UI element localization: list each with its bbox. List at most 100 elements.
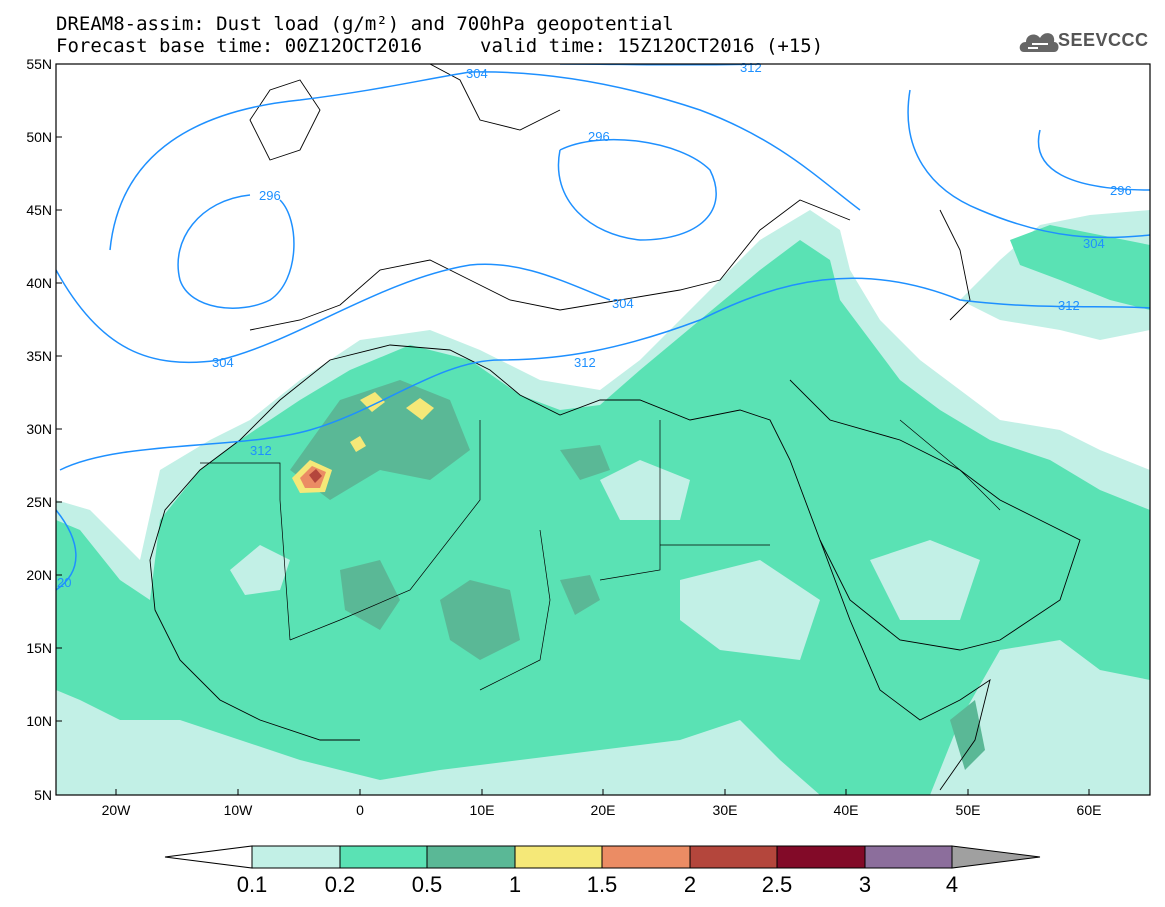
dust-area-0.5-f [950,700,985,770]
contour-312 [59,277,1150,471]
contour-label: 296 [588,129,610,144]
border-3 [479,529,551,691]
colorbar-swatch [251,845,341,869]
border-2 [289,420,481,641]
contour-label: 20 [57,575,71,590]
colorbar-labels: 0.1 0.2 0.5 1 1.5 2 2.5 3 4 [237,872,958,897]
dust-area-1-b [406,398,434,420]
dust-area-1-a [360,392,385,412]
border-6 [899,419,1001,511]
contour-304-e [907,89,1150,239]
colorbar-swatch [514,845,603,869]
colorbar-tick-label: 2 [684,872,696,897]
coastlines [149,64,1081,791]
lon-label: 0 [356,802,364,818]
lon-label: 10W [224,802,254,818]
valid-time-label: valid time: 15Z12OCT2016 (+15) [480,35,824,57]
lat-label: 45N [26,202,52,218]
colorbar-swatch [776,845,866,869]
lat-labels: 55N 50N 45N 40N 35N 30N 25N 20N 15N 10N … [26,56,52,803]
contour-label: 312 [1058,298,1080,313]
logo-text: SEEVCCC [1058,30,1149,50]
dust-hole-4 [870,540,980,620]
base-time-label: Forecast base time: 00Z12OCT2016 [56,35,423,57]
lon-label: 30E [713,802,738,818]
coast-europe-med [249,199,851,331]
contour-304-w [56,263,611,364]
colorbar-swatch [864,845,953,869]
colorbar-tick-label: 0.1 [237,872,268,897]
dust-area-1-c [350,436,366,452]
lat-label: 25N [26,494,52,510]
lon-label: 50E [956,802,981,818]
geopotential-contours [56,64,1150,591]
colorbar-tick-label: 2.5 [762,872,793,897]
border-1 [200,462,291,641]
lon-label: 60E [1077,802,1102,818]
contour-296-ne [1037,129,1150,191]
contour-label: 304 [612,296,634,311]
contour-label: 304 [1083,236,1105,251]
lat-label: 20N [26,567,52,583]
coast-africa [149,344,991,791]
lat-label: 30N [26,421,52,437]
colorbar-tick-label: 3 [859,872,871,897]
dust-area-0.5-d [560,575,600,615]
contour-labels: 304 312 296 296 296 304 312 304 312 304 … [57,60,1132,590]
lat-label: 5N [34,787,52,803]
dust-area-2 [309,469,322,483]
contour-label: 304 [466,66,488,81]
lat-axis [56,63,62,796]
colorbar-tick-label: 0.5 [412,872,443,897]
dust-hole-2 [680,560,820,660]
lat-label: 50N [26,129,52,145]
contour-label: 296 [259,188,281,203]
lat-label: 55N [26,56,52,72]
coast-caspian [939,209,971,321]
lon-label: 40E [834,802,859,818]
dust-area-0.2 [56,240,1150,795]
border-4 [599,420,661,581]
colorbar-tick-label: 0.2 [325,872,356,897]
dust-shading [56,210,1150,795]
colorbar-swatch [339,845,428,869]
dust-area-0.2-b [1010,225,1150,310]
borders [200,419,1001,691]
coast-arabia [789,379,1081,651]
contour-296-w [177,194,295,309]
dust-hole-1 [230,545,290,595]
dust-area-0.5-c [440,580,520,660]
contour-label: 312 [574,355,596,370]
dust-area-0.5-b [340,560,400,630]
contour-304-n [109,71,861,251]
contour-label: 304 [212,355,234,370]
colorbar-swatch [601,845,691,869]
colorbar-left-arrow [164,845,253,869]
dust-hole-3 [600,460,690,520]
contour-312-w [56,509,77,591]
colorbar-right-arrow [951,845,1041,869]
coast-westafrica [149,559,360,741]
lon-axis [115,789,1090,795]
lon-label: 20E [591,802,616,818]
cloud-logo-icon [1019,33,1059,52]
contour-label: 296 [1110,183,1132,198]
lat-label: 40N [26,275,52,291]
colorbar [164,845,1041,869]
contour-label: 312 [740,60,762,75]
colorbar-tick-label: 1 [509,872,521,897]
lon-labels: 20W 10W 0 10E 20E 30E 40E 50E 60E [102,802,1102,818]
contour-label: 312 [250,443,272,458]
dust-area-0.5-e [560,445,610,480]
lat-label: 35N [26,348,52,364]
colorbar-tick-label: 1.5 [587,872,618,897]
chart-title: DREAM8-assim: Dust load (g/m²) and 700hP… [56,13,674,35]
lon-label: 20W [102,802,132,818]
contour-296-e [557,138,717,241]
colorbar-swatch [426,845,516,869]
lat-label: 10N [26,713,52,729]
colorbar-swatch [689,845,778,869]
lat-label: 15N [26,640,52,656]
colorbar-tick-label: 4 [946,872,958,897]
